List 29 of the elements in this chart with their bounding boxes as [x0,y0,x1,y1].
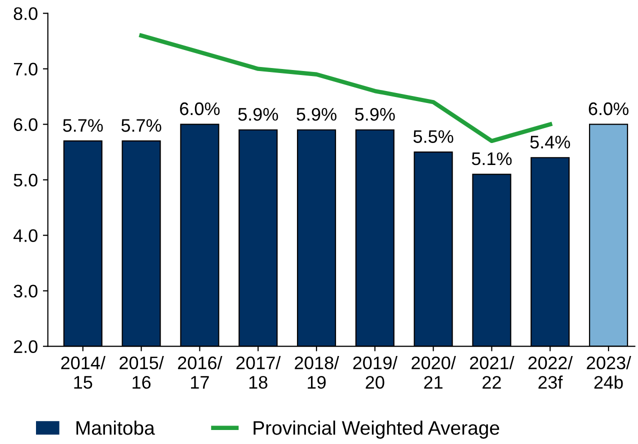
data-label: 5.9% [355,108,395,121]
y-tick-label: 8.0 [14,7,38,20]
data-label: 5.5% [413,130,454,143]
y-tick-label: 6.0 [14,118,38,132]
x-tick-label: 2020/ 21 [412,356,456,389]
legend-label: Manitoba [76,420,155,435]
data-label: 5.7% [121,119,162,132]
x-tick-label: 2021/ 22 [470,356,514,389]
x-tick-label: 2022/ 23f [528,356,573,389]
y-tick-label: 5.0 [14,174,38,187]
x-tick-label: 2018/ 19 [294,356,340,389]
legend-label: Provincial Weighted Average [254,420,500,439]
data-label: 5.4% [530,136,570,148]
data-label: 5.9% [296,108,336,121]
x-tick-label: 2023/ 24b [586,356,632,389]
x-tick-label: 2017/ 18 [236,356,281,389]
y-tick-label: 4.0 [13,229,38,242]
data-label: 5.9% [238,108,278,121]
x-tick-label: 2015/ 16 [120,356,164,389]
data-label: 5.7% [63,119,103,132]
y-tick-label: 2.0 [14,340,38,354]
y-tick-label: 3.0 [14,284,38,298]
y-tick-label: 7.0 [14,62,38,76]
data-label: 5.1% [472,152,512,166]
x-tick-label: 2014/ 15 [61,356,106,389]
data-label: 6.0% [180,102,220,116]
data-label: 6.0% [588,102,628,116]
x-tick-label: 2019/ 20 [353,356,398,389]
x-tick-label: 2016/ 17 [178,356,222,389]
